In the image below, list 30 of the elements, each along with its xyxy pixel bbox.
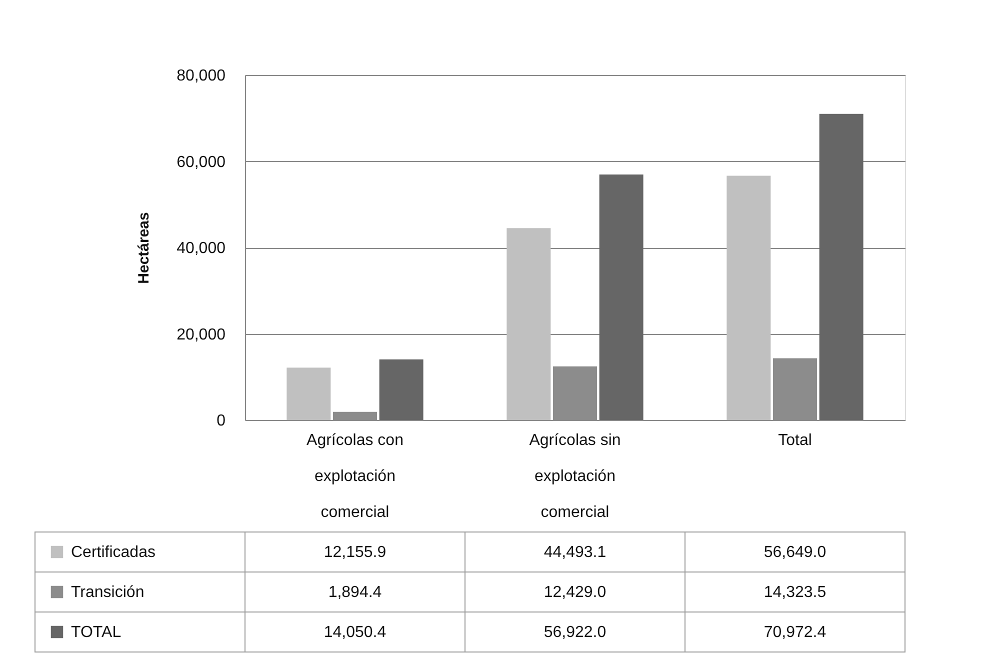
data-label: 56,649.0: [764, 544, 826, 561]
x-tick-label: Agrícolas con explotación comercial: [306, 432, 404, 521]
data-label: 56,922.0: [544, 624, 606, 641]
bar: [599, 174, 644, 420]
x-tick-label: Agrícolas sin explotación comercial: [529, 432, 621, 521]
data-label: 44,493.1: [544, 544, 606, 561]
y-tick-label: 0: [216, 412, 226, 430]
data-label: 1,894.4: [328, 584, 382, 601]
bar: [379, 359, 424, 420]
bar: [506, 228, 551, 420]
y-tick-label: 20,000: [176, 326, 226, 344]
bar: [726, 176, 771, 420]
data-label: 14,323.5: [764, 584, 826, 601]
x-tick-label: Total: [778, 432, 812, 449]
legend-label: Certificadas: [71, 544, 156, 561]
bar: [286, 368, 331, 420]
bar: [819, 114, 864, 420]
y-tick-label: 40,000: [176, 240, 226, 257]
y-tick-label: 60,000: [176, 154, 226, 171]
data-label: 12,155.9: [324, 544, 386, 561]
bar: [333, 412, 377, 420]
data-label: 14,050.4: [324, 624, 386, 641]
data-label: 70,972.4: [764, 624, 826, 641]
bar: [553, 366, 597, 420]
legend-label: TOTAL: [71, 624, 122, 641]
legend-label: Transición: [71, 584, 144, 601]
data-label: 12,429.0: [544, 584, 606, 601]
bar: [773, 358, 817, 420]
y-tick-label: 80,000: [176, 68, 226, 84]
y-axis-title: Hectáreas: [136, 212, 153, 284]
